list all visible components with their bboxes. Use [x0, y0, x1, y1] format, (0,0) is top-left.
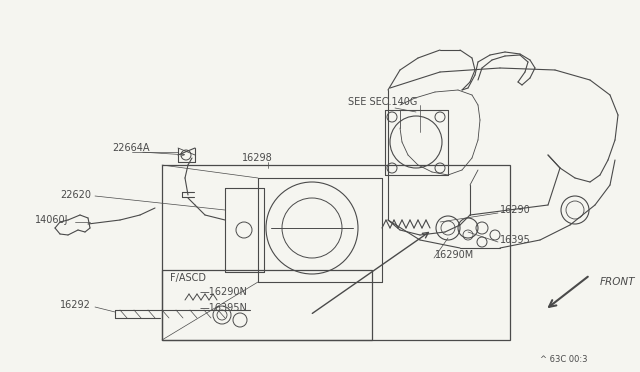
Text: 14060J: 14060J: [35, 215, 68, 225]
Text: —16395N: —16395N: [200, 303, 248, 313]
Text: 16292: 16292: [60, 300, 91, 310]
Text: 22620: 22620: [60, 190, 91, 200]
Text: 16290M: 16290M: [435, 250, 474, 260]
Bar: [162, 165, 510, 340]
Text: ^ 63C 00:3: ^ 63C 00:3: [540, 356, 588, 365]
Text: FRONT: FRONT: [600, 277, 636, 287]
Text: 16298: 16298: [242, 153, 273, 163]
Text: 16290: 16290: [500, 205, 531, 215]
Text: 16395: 16395: [500, 235, 531, 245]
Bar: [162, 270, 372, 340]
Text: F/ASCD: F/ASCD: [170, 273, 206, 283]
Text: —16290N: —16290N: [200, 287, 248, 297]
Text: SEE SEC.140G: SEE SEC.140G: [348, 97, 417, 107]
Text: 22664A: 22664A: [112, 143, 150, 153]
